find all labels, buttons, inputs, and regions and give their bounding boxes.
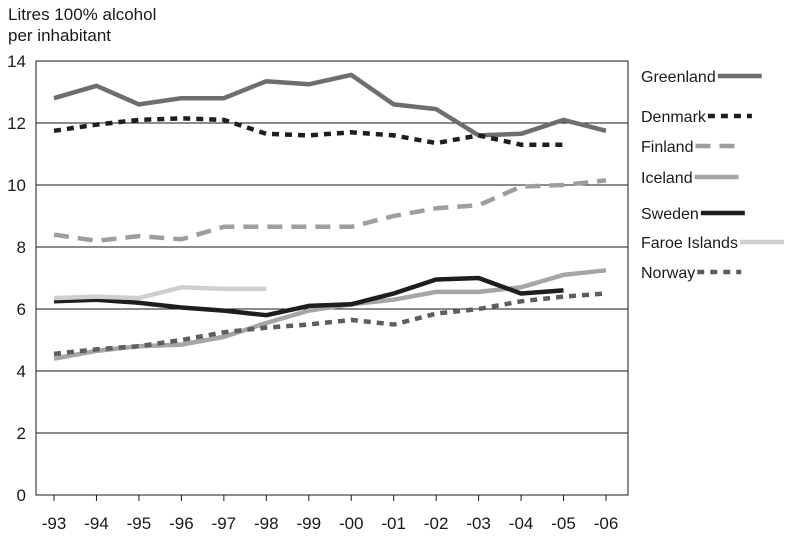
series-line-sweden [53, 275, 564, 318]
x-tick-label--02: -02 [424, 514, 449, 533]
x-tick-label--05: -05 [551, 514, 576, 533]
y-axis-ticks: 0 2 4 6 8 10 12 14 [7, 52, 26, 505]
legend-label-greenland: Greenland [641, 69, 716, 86]
y-axis-title: Litres 100% alcohol per inhabitant [8, 4, 156, 46]
y-tick-label-2: 2 [17, 424, 26, 443]
legend-label-denmark: Denmark [641, 109, 707, 126]
x-tick-label--04: -04 [509, 514, 534, 533]
series-lines [53, 72, 607, 361]
axes [35, 60, 629, 496]
x-tick-label--03: -03 [466, 514, 491, 533]
x-tick-label--98: -98 [254, 514, 279, 533]
y-axis-title-line1: Litres 100% alcohol [8, 5, 157, 24]
legend-label-finland: Finland [641, 139, 693, 156]
y-tick-label-6: 6 [17, 300, 26, 319]
y-tick-label-0: 0 [17, 486, 26, 505]
legend-label-norway: Norway [641, 265, 695, 282]
gridlines [36, 122, 628, 434]
legend-label-sweden: Sweden [641, 206, 699, 223]
x-tick-label--94: -94 [84, 514, 109, 533]
x-axis-ticks: -93 -94 -95 -96 -97 -98 -99 -00 -01 -02 -03 -04 -05-… [42, 495, 619, 533]
x-tick-label--00: -00 [339, 514, 364, 533]
x-tick-label--99: -99 [296, 514, 321, 533]
x-tick-label--93: -93 [42, 514, 67, 533]
x-tick-label--01: -01 [381, 514, 406, 533]
series-line-denmark [53, 116, 564, 147]
x-tick-label--97: -97 [212, 514, 237, 533]
y-tick-label-12: 12 [7, 114, 26, 133]
series-line-norway [53, 291, 607, 357]
x-tick-label--95: -95 [127, 514, 152, 533]
series-line-greenland [53, 72, 607, 138]
series-line-faroe-islands [53, 285, 267, 301]
series-line-finland [53, 178, 607, 244]
x-tick-label--96: -96 [169, 514, 194, 533]
legend-label-faroe-islands: Faroe Islands [641, 235, 738, 252]
x-tick-label--06: -06 [594, 514, 619, 533]
plot-frame [35, 60, 629, 496]
y-axis-title-line2: per inhabitant [8, 26, 112, 45]
y-tick-label-4: 4 [17, 362, 26, 381]
legend-label-iceland: Iceland [641, 170, 693, 187]
y-tick-label-8: 8 [17, 238, 26, 257]
legend: Greenland Denmark Finland Iceland Sweden Faro… [641, 69, 784, 282]
y-tick-label-14: 14 [7, 52, 26, 71]
y-tick-label-10: 10 [7, 176, 26, 195]
